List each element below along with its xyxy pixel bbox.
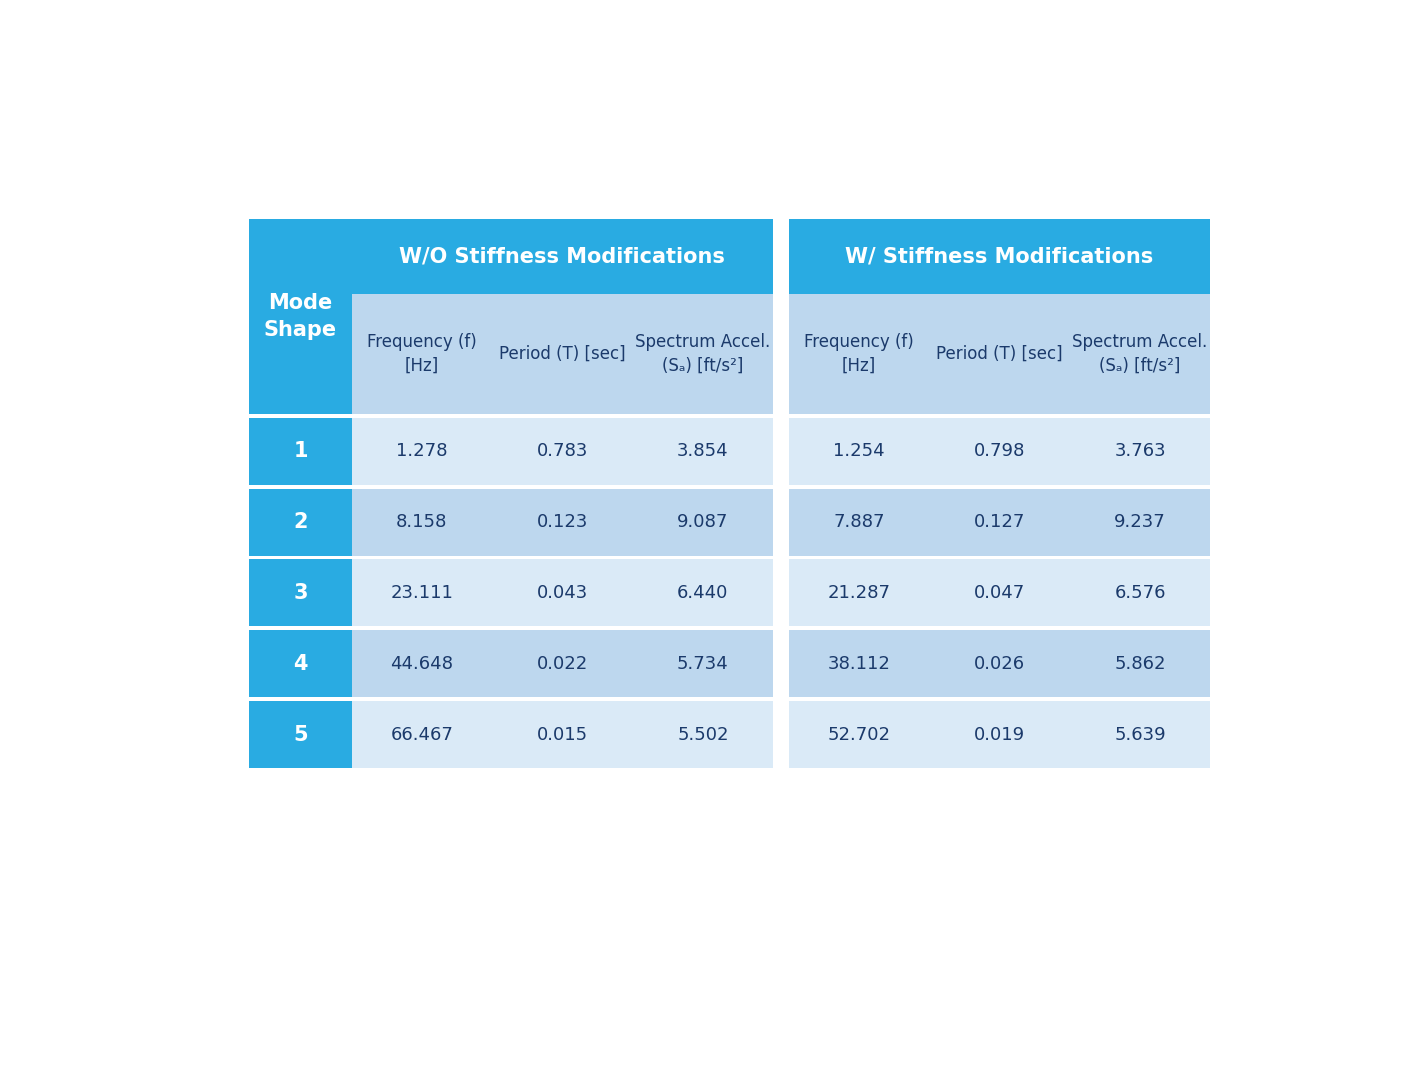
Text: 0.022: 0.022	[537, 655, 588, 673]
Bar	[493, 418, 632, 485]
Bar	[930, 630, 1069, 697]
Bar	[1069, 560, 1210, 626]
Text: 3.763: 3.763	[1114, 442, 1166, 460]
Text: 5.862: 5.862	[1115, 655, 1166, 673]
Bar	[930, 418, 1069, 485]
Text: 1.254: 1.254	[833, 442, 884, 460]
Text: 3.854: 3.854	[678, 442, 729, 460]
Bar	[789, 295, 930, 413]
Bar	[493, 630, 632, 697]
Bar	[789, 630, 930, 697]
Bar	[632, 560, 773, 626]
Text: 9.237: 9.237	[1114, 513, 1166, 531]
Bar	[352, 295, 493, 413]
Bar	[632, 295, 773, 413]
Text: 1.278: 1.278	[396, 442, 447, 460]
Bar	[249, 701, 352, 768]
Text: 9.087: 9.087	[678, 513, 729, 531]
Bar	[789, 701, 930, 768]
Text: 3: 3	[293, 583, 308, 602]
Text: Spectrum Accel.
(Sₐ) [ft/s²]: Spectrum Accel. (Sₐ) [ft/s²]	[635, 333, 770, 375]
Text: Mode
Shape: Mode Shape	[263, 294, 337, 340]
Bar	[352, 488, 493, 555]
Text: 0.783: 0.783	[537, 442, 588, 460]
Bar	[352, 630, 493, 697]
Bar	[493, 701, 632, 768]
Bar	[930, 295, 1069, 413]
Bar	[789, 418, 930, 485]
Text: W/ Stiffness Modifications: W/ Stiffness Modifications	[846, 247, 1153, 267]
Bar	[632, 418, 773, 485]
Bar	[249, 219, 352, 413]
Bar	[249, 630, 352, 697]
Text: 66.467: 66.467	[390, 725, 453, 743]
Bar	[1069, 701, 1210, 768]
Text: 5.502: 5.502	[678, 725, 729, 743]
Bar	[249, 560, 352, 626]
Bar	[930, 701, 1069, 768]
Bar	[493, 488, 632, 555]
Text: Frequency (f)
[Hz]: Frequency (f) [Hz]	[805, 333, 914, 375]
Text: 44.648: 44.648	[390, 655, 453, 673]
Text: 0.798: 0.798	[974, 442, 1025, 460]
Bar	[789, 488, 930, 555]
Bar	[632, 630, 773, 697]
Bar	[789, 560, 930, 626]
Text: 7.887: 7.887	[833, 513, 884, 531]
Text: W/O Stiffness Modifications: W/O Stiffness Modifications	[400, 247, 725, 267]
Text: 0.123: 0.123	[537, 513, 588, 531]
Bar	[1069, 488, 1210, 555]
Text: 5.639: 5.639	[1114, 725, 1166, 743]
Bar	[493, 560, 632, 626]
Text: 8.158: 8.158	[396, 513, 447, 531]
Text: 6.576: 6.576	[1115, 584, 1166, 602]
Bar	[352, 418, 493, 485]
Bar	[352, 701, 493, 768]
Bar	[1069, 418, 1210, 485]
Text: Frequency (f)
[Hz]: Frequency (f) [Hz]	[367, 333, 477, 375]
Bar	[249, 488, 352, 555]
Text: 0.127: 0.127	[974, 513, 1025, 531]
Text: 0.043: 0.043	[537, 584, 588, 602]
Text: 6.440: 6.440	[678, 584, 729, 602]
Bar	[1069, 630, 1210, 697]
Text: 5: 5	[293, 724, 308, 744]
Bar	[930, 560, 1069, 626]
Text: 38.112: 38.112	[827, 655, 890, 673]
Bar	[352, 219, 773, 295]
Text: 52.702: 52.702	[827, 725, 890, 743]
Text: 0.026: 0.026	[974, 655, 1025, 673]
Bar	[632, 488, 773, 555]
Text: 23.111: 23.111	[390, 584, 453, 602]
Text: 4: 4	[293, 654, 308, 674]
Text: Period (T) [sec]: Period (T) [sec]	[936, 345, 1062, 363]
Bar	[1069, 295, 1210, 413]
Text: 5.734: 5.734	[676, 655, 729, 673]
Text: Period (T) [sec]: Period (T) [sec]	[498, 345, 625, 363]
Bar	[930, 488, 1069, 555]
Text: 1: 1	[293, 441, 308, 461]
Text: 2: 2	[293, 512, 308, 532]
Text: 0.047: 0.047	[974, 584, 1025, 602]
Bar	[632, 701, 773, 768]
Text: 0.019: 0.019	[974, 725, 1025, 743]
Bar	[352, 560, 493, 626]
Bar	[493, 295, 632, 413]
Text: 21.287: 21.287	[827, 584, 890, 602]
Bar	[249, 418, 352, 485]
Text: Spectrum Accel.
(Sₐ) [ft/s²]: Spectrum Accel. (Sₐ) [ft/s²]	[1072, 333, 1208, 375]
Text: 0.015: 0.015	[537, 725, 588, 743]
Bar	[789, 219, 1210, 295]
